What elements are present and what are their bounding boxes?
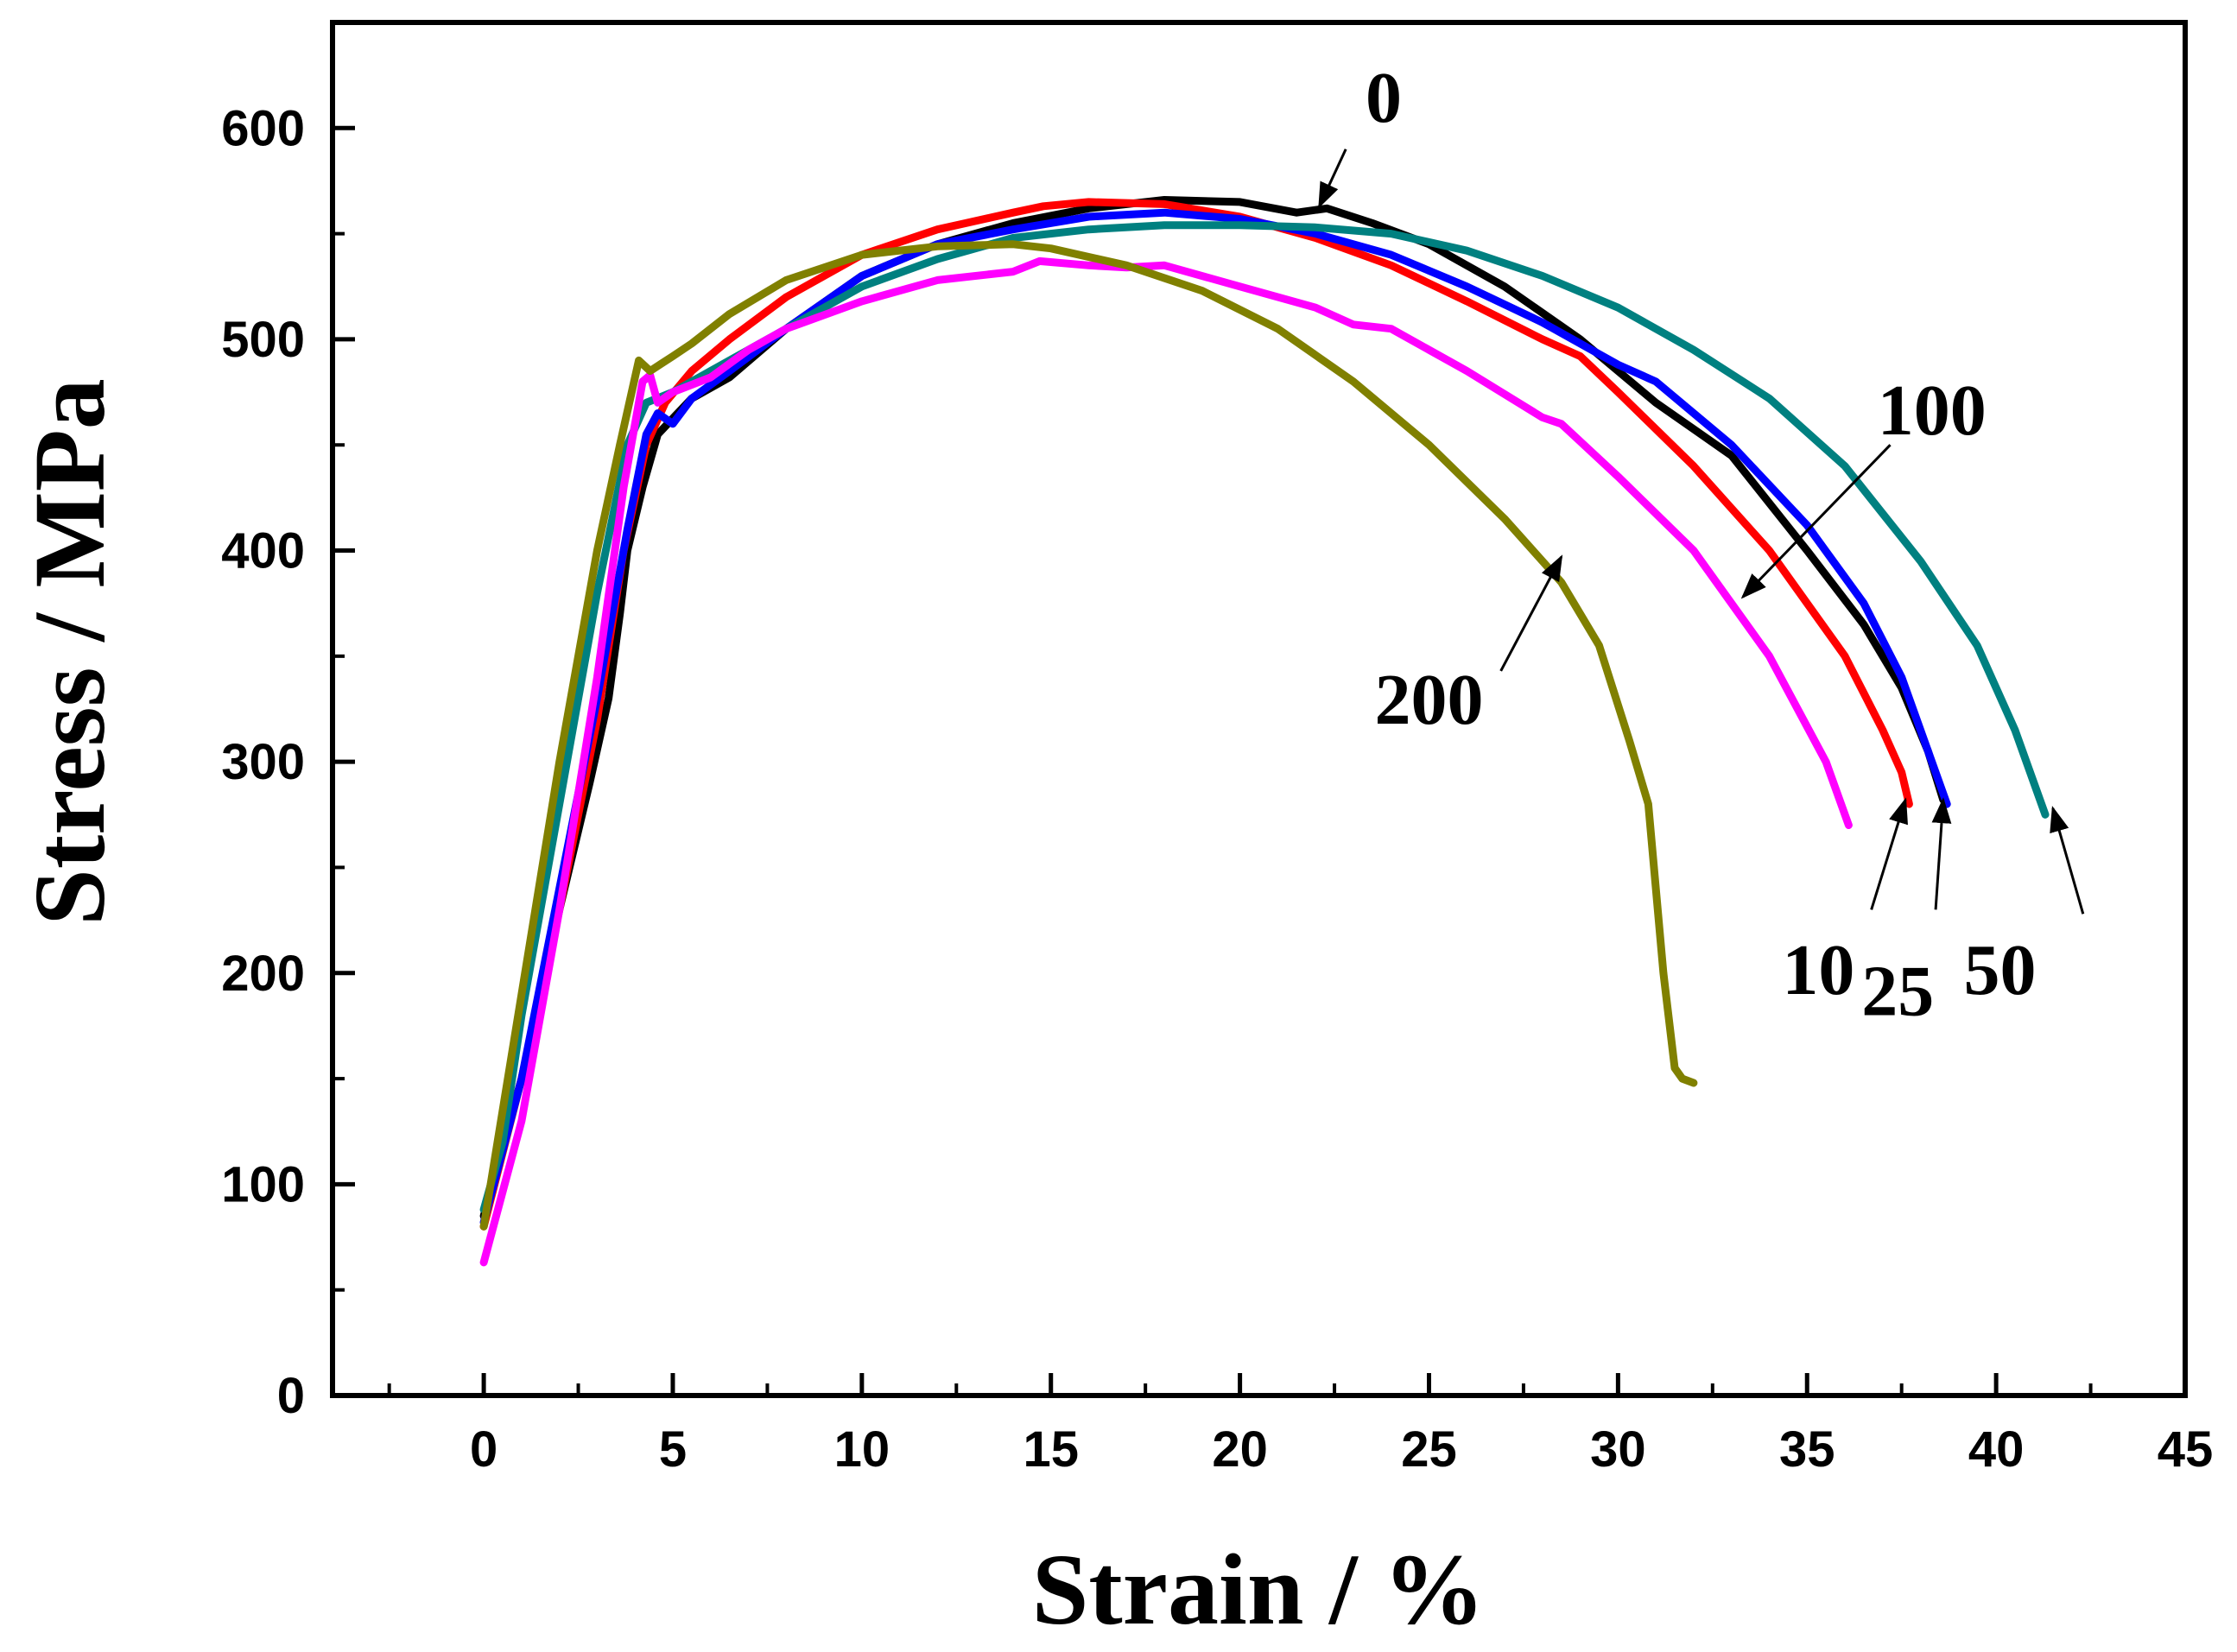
annotation-arrow-0 [1318,149,1347,209]
series-line-50 [479,221,2050,1214]
annotation-arrow-25 [1931,797,1952,910]
series-line-25 [479,208,1951,1226]
x-tick-label: 25 [1401,1421,1457,1478]
x-axis-ticks [387,1373,2188,1396]
x-tick-label: 10 [834,1421,890,1478]
y-tick-label: 500 [221,312,305,368]
y-tick-label: 400 [221,523,305,579]
annotation-label-25: 25 [1861,952,1934,1032]
x-axis-title: Strain / % [1032,1533,1486,1646]
y-axis-ticks [333,21,355,1398]
annotation-label-200: 200 [1374,660,1483,740]
annotation-arrow-50 [2050,806,2085,915]
annotation-label-10: 10 [1782,930,1854,1010]
x-tick-label: 5 [659,1421,687,1478]
x-tick-label: 0 [470,1421,497,1478]
y-tick-label: 0 [277,1368,305,1424]
curve-annotations: 0 100 200 10 25 50 [1318,58,2085,1032]
y-tick-label: 200 [221,946,305,1002]
x-tick-label: 15 [1023,1421,1079,1478]
y-axis-title: Stress / MPa [13,378,126,926]
annotation-arrow-200 [1499,554,1563,672]
x-tick-label: 40 [1968,1421,2025,1478]
series-line-100 [479,256,1853,1267]
x-tick-label: 35 [1779,1421,1835,1478]
x-tick-label: 45 [2158,1421,2214,1478]
annotation-label-0: 0 [1366,58,1402,138]
annotation-arrow-100 [1740,444,1892,599]
x-axis-tick-labels: 0 5 10 15 20 25 30 35 40 45 [470,1421,2213,1478]
y-axis-tick-labels: 0 100 200 300 400 500 600 [221,100,305,1424]
x-tick-label: 30 [1590,1421,1646,1478]
series-line-0 [479,196,1948,1220]
plot-frame [330,20,2188,1398]
y-tick-label: 100 [221,1156,305,1212]
x-tick-label: 20 [1212,1421,1268,1478]
annotation-label-50: 50 [1964,930,2037,1010]
series-line-10 [479,198,1913,1231]
series-lines [479,196,2050,1267]
annotation-arrow-10 [1870,797,1908,910]
series-line-200 [479,240,1698,1231]
y-tick-label: 600 [221,100,305,156]
y-tick-label: 300 [221,734,305,790]
annotation-label-100: 100 [1878,370,1987,451]
